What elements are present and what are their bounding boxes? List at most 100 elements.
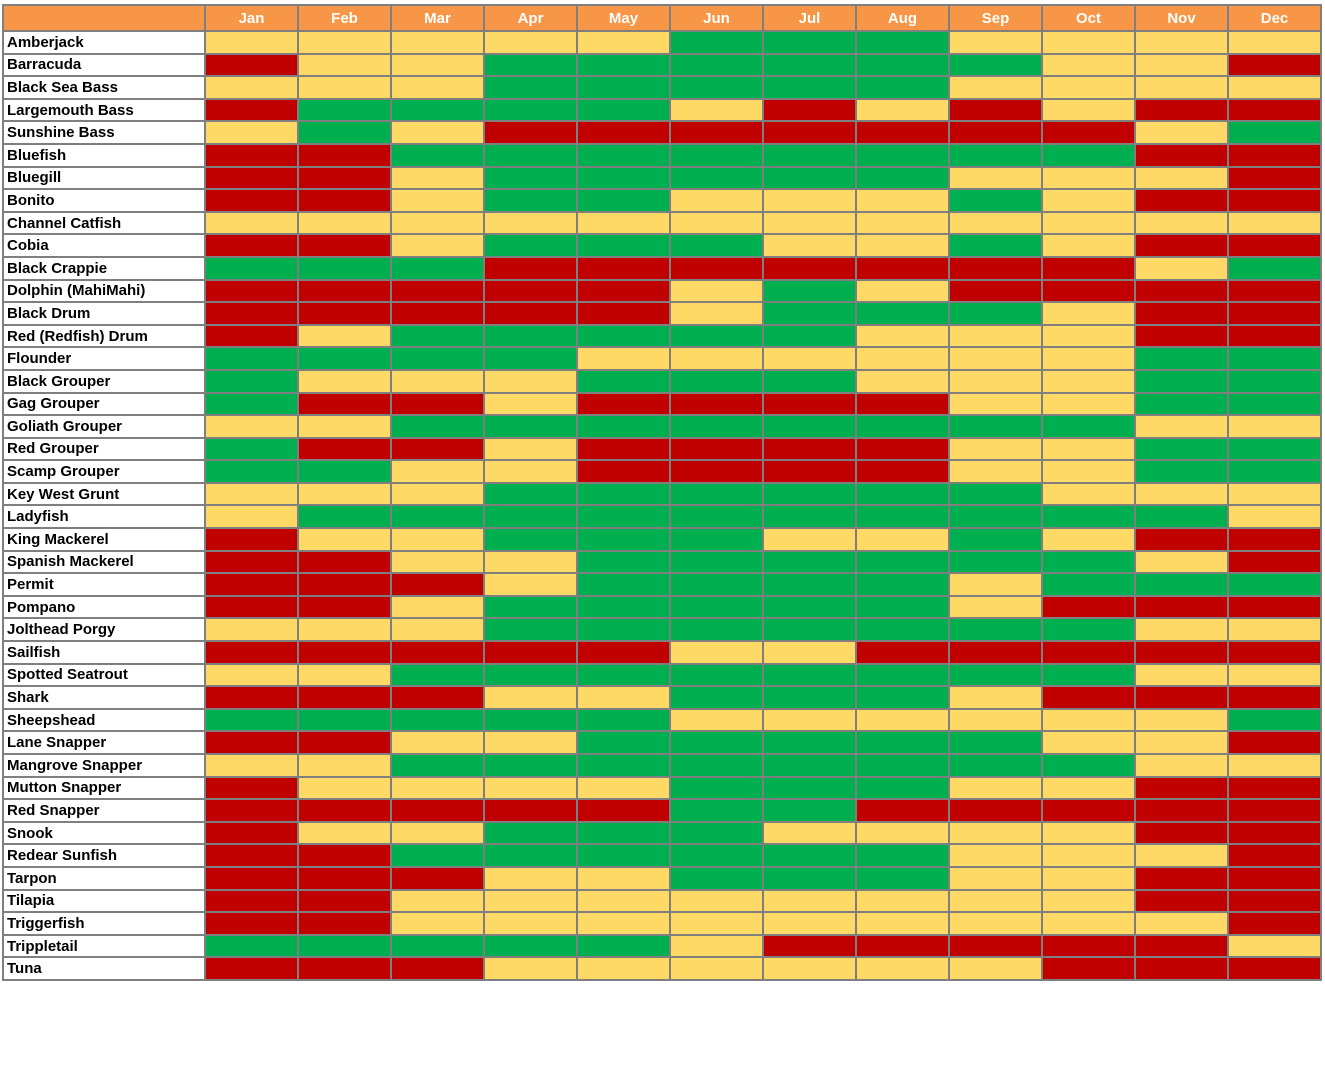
heatmap-cell-green [669,142,764,168]
heatmap-cell-green [669,572,764,597]
heatmap-cell-green [483,233,578,258]
heatmap-cell-yellow [1134,210,1229,236]
heatmap-cell-yellow [204,414,299,439]
heatmap-cell-red [1134,775,1229,801]
heatmap-cell-red [483,255,578,281]
heatmap-cell-yellow [483,210,578,236]
heatmap-cell-green [576,730,671,755]
heatmap-cell-yellow [948,436,1043,462]
heatmap-cell-green [762,414,857,439]
heatmap-cell-green [762,775,857,801]
heatmap-cell-yellow [1041,865,1136,891]
heatmap-cell-yellow [948,323,1043,349]
heatmap-cell-yellow [576,775,671,801]
table-row: Pompano [2,594,1322,620]
heatmap-cell-red [762,120,857,145]
heatmap-cell-yellow [855,97,950,123]
heatmap-cell-green [855,594,950,620]
heatmap-cell-red [855,391,950,417]
heatmap-cell-green [762,843,857,868]
heatmap-cell-yellow [1041,346,1136,371]
heatmap-cell-yellow [1041,843,1136,868]
heatmap-cell-green [390,142,485,168]
heatmap-cell-red [576,120,671,145]
heatmap-cell-red [1227,956,1322,981]
fish-name-label: Spotted Seatrout [2,662,206,688]
heatmap-cell-yellow [297,75,392,100]
heatmap-cell-red [297,188,392,213]
heatmap-cell-yellow [483,368,578,394]
heatmap-cell-yellow [297,527,392,552]
heatmap-cell-yellow [669,640,764,665]
heatmap-cell-yellow [762,188,857,213]
heatmap-cell-green [762,278,857,304]
heatmap-cell-red [948,640,1043,665]
heatmap-cell-green [1134,346,1229,371]
heatmap-cell-green [1041,504,1136,530]
heatmap-cell-green [669,662,764,688]
heatmap-cell-yellow [762,707,857,733]
heatmap-cell-yellow [948,75,1043,100]
heatmap-cell-yellow [1041,301,1136,326]
table-row: Goliath Grouper [2,414,1322,439]
grid-body: Amberjack Barracuda Black Sea Bass Largemou… [2,30,1322,981]
heatmap-cell-red [297,911,392,936]
heatmap-cell-yellow [576,210,671,236]
heatmap-cell-green [669,865,764,891]
heatmap-cell-yellow [297,662,392,688]
heatmap-cell-green [669,504,764,530]
table-row: Barracuda [2,52,1322,78]
heatmap-cell-red [669,120,764,145]
heatmap-cell-green [1041,617,1136,643]
heatmap-cell-red [855,640,950,665]
heatmap-cell-green [669,75,764,100]
heatmap-cell-yellow [1041,188,1136,213]
heatmap-cell-green [762,504,857,530]
table-row: Gag Grouper [2,391,1322,417]
heatmap-cell-green [669,685,764,710]
heatmap-cell-yellow [669,346,764,371]
heatmap-cell-red [204,188,299,213]
heatmap-cell-red [1227,798,1322,823]
heatmap-cell-yellow [669,933,764,959]
heatmap-cell-green [1227,120,1322,145]
heatmap-cell-red [576,640,671,665]
heatmap-cell-yellow [855,368,950,394]
heatmap-cell-green [1227,255,1322,281]
heatmap-cell-yellow [204,30,299,55]
heatmap-cell-green [855,617,950,643]
heatmap-cell-green [1134,436,1229,462]
heatmap-cell-green [1041,414,1136,439]
month-header-jun: Jun [669,4,764,32]
heatmap-cell-red [762,933,857,959]
heatmap-cell-red [762,436,857,462]
heatmap-cell-yellow [855,956,950,981]
heatmap-cell-green [1041,142,1136,168]
heatmap-cell-red [1134,798,1229,823]
heatmap-cell-yellow [762,233,857,258]
fish-name-label: Snook [2,820,206,846]
heatmap-cell-red [1134,640,1229,665]
heatmap-cell-red [576,278,671,304]
heatmap-cell-yellow [948,210,1043,236]
heatmap-cell-green [855,75,950,100]
heatmap-cell-yellow [1041,707,1136,733]
fish-name-label: Tilapia [2,888,206,914]
heatmap-cell-yellow [948,391,1043,417]
heatmap-cell-yellow [669,911,764,936]
heatmap-cell-red [1134,188,1229,213]
table-row: Jolthead Porgy [2,617,1322,643]
heatmap-cell-red [1041,278,1136,304]
heatmap-cell-red [204,97,299,123]
heatmap-cell-red [762,459,857,484]
heatmap-cell-green [762,323,857,349]
table-row: Dolphin (MahiMahi) [2,278,1322,304]
heatmap-cell-yellow [390,911,485,936]
fish-name-label: Dolphin (MahiMahi) [2,278,206,304]
month-header-aug: Aug [855,4,950,32]
heatmap-cell-yellow [1227,481,1322,507]
heatmap-cell-red [762,255,857,281]
heatmap-cell-red [1134,97,1229,123]
heatmap-cell-red [204,888,299,914]
heatmap-cell-yellow [948,820,1043,846]
